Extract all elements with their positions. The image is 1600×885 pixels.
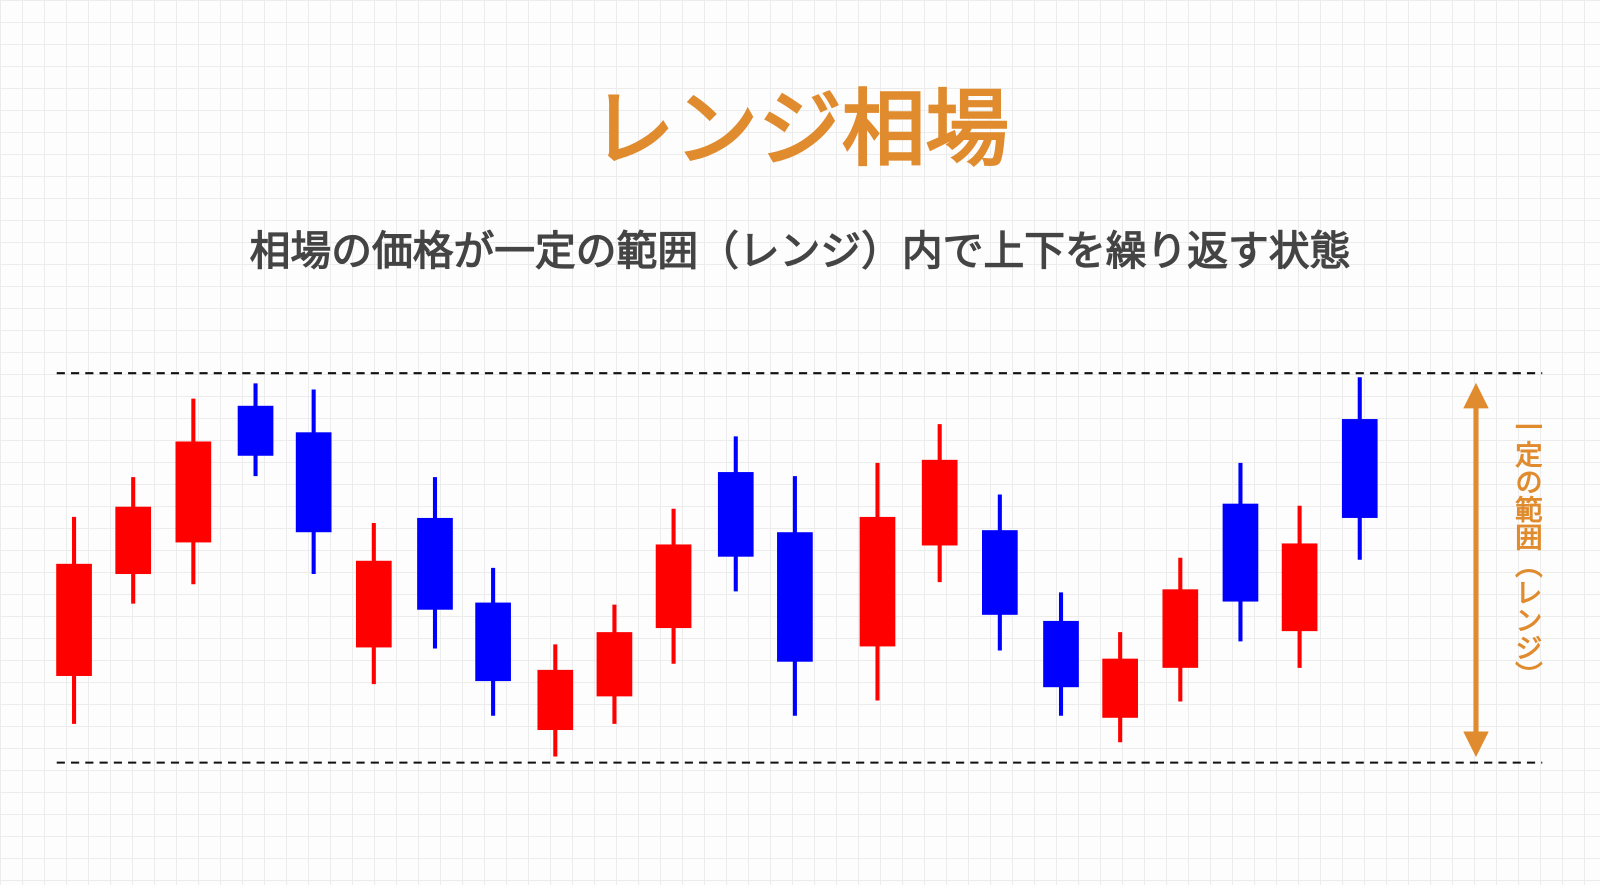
candle-body: [355, 560, 392, 648]
candle-body: [1102, 658, 1138, 718]
candle-body: [717, 472, 754, 557]
candle-body: [1341, 419, 1378, 518]
range-label: 一定の範囲（レンジ）: [1510, 413, 1543, 688]
candle-body: [777, 532, 813, 662]
candle-body: [417, 517, 453, 610]
candle-body: [1162, 589, 1199, 668]
candle-body: [1281, 543, 1318, 632]
candle-body: [237, 405, 274, 456]
candle-body: [1222, 503, 1259, 602]
candle-body: [596, 632, 633, 697]
subtitle: 相場の価格が一定の範囲（レンジ）内で上下を繰り返す状態: [250, 227, 1351, 275]
candle-body: [859, 516, 896, 647]
candle-body: [115, 506, 152, 575]
candle-body: [1043, 620, 1079, 688]
candle-body: [981, 530, 1018, 615]
candle-body: [175, 441, 212, 543]
candle-body: [537, 669, 574, 731]
candle-body: [56, 563, 92, 676]
candle-body: [295, 432, 332, 533]
title: レンジ相場: [591, 80, 1009, 178]
candle-body: [921, 459, 958, 546]
candles: [56, 377, 1378, 757]
candle-body: [475, 602, 511, 682]
candle-body: [655, 544, 692, 629]
